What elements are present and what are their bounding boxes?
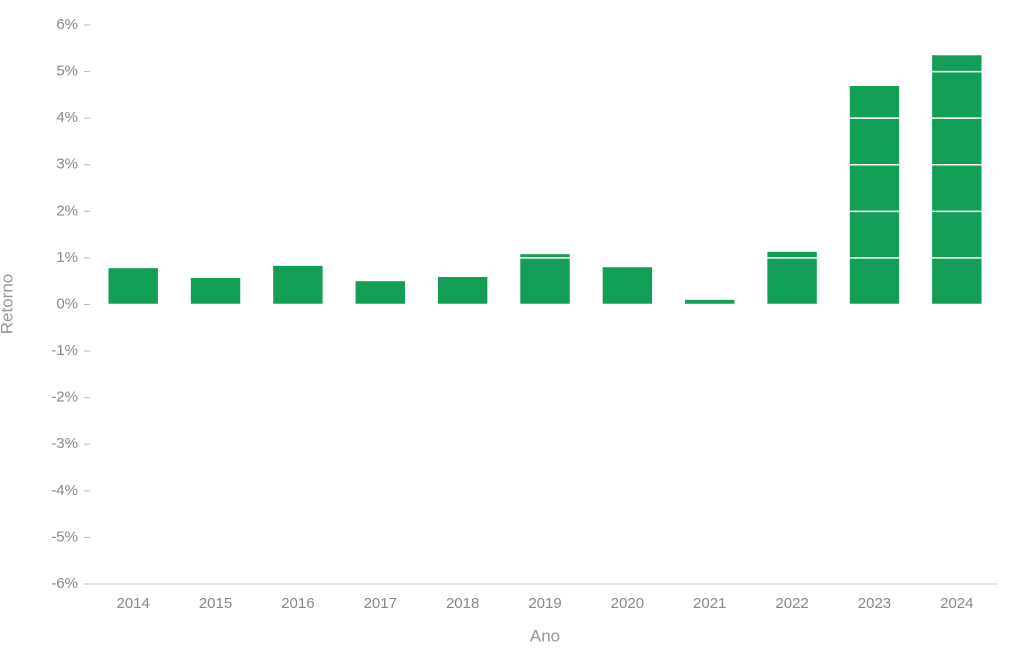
x-tick-label: 2024: [940, 595, 973, 612]
x-axis-title: Ano: [530, 626, 560, 645]
bar: [685, 299, 735, 305]
bar: [273, 265, 323, 305]
y-tick-label: 0%: [56, 295, 78, 312]
x-tick-label: 2020: [611, 595, 644, 612]
y-tick-label: -5%: [51, 528, 78, 545]
x-tick-label: 2021: [693, 595, 726, 612]
y-axis-title: Retorno: [0, 274, 16, 334]
y-tick-label: -1%: [51, 342, 78, 359]
bar: [767, 251, 817, 305]
x-tick-label: 2019: [528, 595, 561, 612]
y-tick-label: 6%: [56, 16, 78, 33]
bar: [355, 281, 405, 305]
x-tick-label: 2014: [116, 595, 149, 612]
x-tick-label: 2023: [858, 595, 891, 612]
y-tick-label: 5%: [56, 63, 78, 80]
x-tick-label: 2022: [775, 595, 808, 612]
y-tick-label: -6%: [51, 575, 78, 592]
bar: [108, 268, 158, 305]
bar: [190, 277, 241, 305]
y-tick-label: -4%: [51, 482, 78, 499]
x-tick-label: 2016: [281, 595, 314, 612]
bar: [849, 86, 900, 305]
x-tick-label: 2018: [446, 595, 479, 612]
bar: [437, 277, 488, 305]
bar: [932, 55, 982, 305]
y-tick-label: 2%: [56, 202, 78, 219]
y-tick-label: -3%: [51, 435, 78, 452]
bar: [602, 267, 653, 305]
x-tick-label: 2015: [199, 595, 232, 612]
y-tick-label: 4%: [56, 109, 78, 126]
bar: [520, 254, 570, 305]
y-tick-label: 3%: [56, 156, 78, 173]
x-tick-label: 2017: [364, 595, 397, 612]
y-tick-label: -2%: [51, 389, 78, 406]
y-tick-label: 1%: [56, 249, 78, 266]
